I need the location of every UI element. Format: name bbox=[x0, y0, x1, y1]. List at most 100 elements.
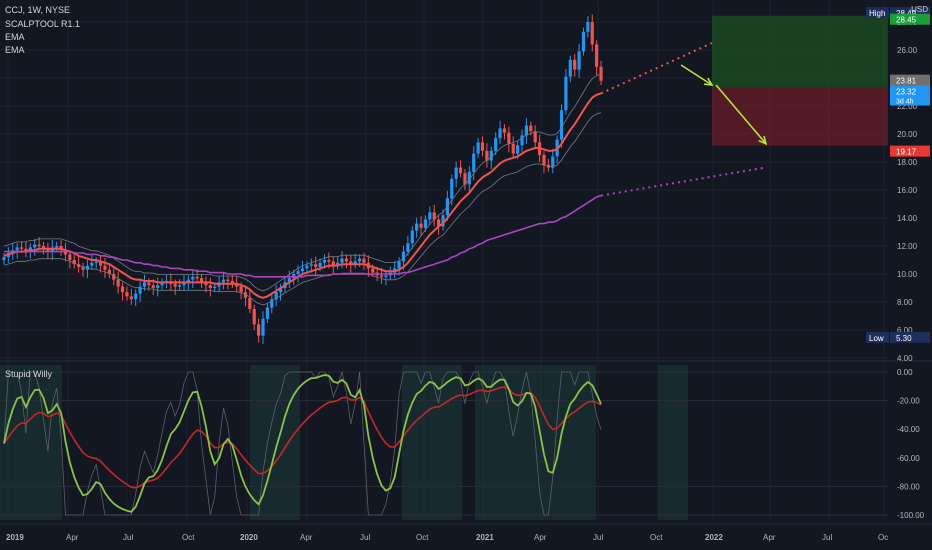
candles[interactable] bbox=[2, 14, 603, 344]
indicator-ema-2[interactable]: EMA bbox=[5, 45, 25, 55]
candle-body bbox=[72, 260, 76, 265]
time-tick: Apr bbox=[763, 533, 776, 542]
shaded-region bbox=[658, 365, 688, 520]
candle-body bbox=[401, 251, 406, 262]
candle-body bbox=[516, 145, 520, 154]
candle-body bbox=[489, 150, 493, 161]
candle-body bbox=[173, 283, 177, 287]
time-axis[interactable]: 2019 Apr Jul Oct 2020 Apr Jul Oct 2021 Apr Jul Oct 2… bbox=[0, 523, 932, 542]
candle-body bbox=[182, 282, 186, 286]
candle-body bbox=[226, 279, 230, 282]
time-tick: Jul bbox=[593, 533, 603, 542]
candle-body bbox=[24, 248, 28, 252]
stupid-willy-pane[interactable] bbox=[0, 365, 888, 520]
candle-body bbox=[199, 278, 204, 283]
osc-tick: 0.00 bbox=[897, 368, 913, 377]
candle-body bbox=[590, 22, 594, 45]
candle-body bbox=[160, 282, 164, 286]
candle-body bbox=[274, 292, 278, 300]
candle-body bbox=[559, 110, 564, 140]
price-axis[interactable]: 28.0026.0022.0020.0018.0016.0014.0012.00… bbox=[866, 7, 930, 363]
candle-body bbox=[116, 279, 120, 287]
candle-body bbox=[458, 167, 463, 174]
candle-body bbox=[349, 261, 353, 265]
time-tick: Oct bbox=[650, 533, 663, 542]
osc-tick: -100.00 bbox=[897, 511, 925, 520]
candle-body bbox=[213, 286, 217, 289]
candle-body bbox=[2, 257, 6, 260]
stupid-willy-title[interactable]: Stupid Willy bbox=[5, 369, 53, 379]
candle-body bbox=[120, 286, 125, 293]
time-tick: Oc bbox=[878, 533, 888, 542]
time-tick: 2022 bbox=[705, 533, 723, 542]
trade-zones bbox=[712, 15, 888, 146]
price-label-tag-bg bbox=[866, 7, 889, 19]
candle-body bbox=[318, 262, 322, 267]
candle-body bbox=[441, 215, 445, 227]
candle-body bbox=[480, 142, 485, 151]
candle-body bbox=[68, 254, 72, 260]
candle-body bbox=[287, 278, 291, 283]
oscillator-axis[interactable]: 0.00 -20.00 -40.00 -60.00 -80.00 -100.00 bbox=[897, 368, 925, 520]
arrow-2 bbox=[715, 84, 767, 145]
williams-fast-line bbox=[3, 374, 602, 513]
candle-body bbox=[305, 265, 309, 269]
ema-fast-line bbox=[3, 92, 602, 299]
price-tick: 20.00 bbox=[897, 130, 918, 139]
arrow-2-head bbox=[758, 135, 768, 146]
candle-body bbox=[55, 246, 59, 248]
candle-body bbox=[37, 244, 41, 247]
time-tick: Oct bbox=[416, 533, 429, 542]
time-tick: Jul bbox=[360, 533, 370, 542]
price-label: 28.49 bbox=[896, 9, 917, 18]
candle-body bbox=[208, 285, 212, 288]
shaded-region bbox=[0, 365, 62, 520]
price-label-bg bbox=[890, 74, 930, 86]
candle-body bbox=[529, 125, 533, 132]
candle-body bbox=[406, 243, 410, 252]
candle-body bbox=[309, 264, 313, 266]
candle-body bbox=[94, 261, 98, 263]
price-label-countdown: 3d 4h bbox=[896, 99, 914, 106]
candle-body bbox=[261, 318, 265, 336]
price-label-bg bbox=[890, 7, 930, 19]
candle-body bbox=[454, 167, 458, 179]
candle-body bbox=[428, 212, 432, 220]
candle-body bbox=[151, 285, 155, 288]
candle-body bbox=[498, 128, 502, 139]
ema-band-upper bbox=[3, 73, 602, 292]
target-zone bbox=[712, 15, 888, 88]
price-tick: 22.00 bbox=[897, 102, 918, 111]
candle-body bbox=[520, 135, 524, 146]
candle-body bbox=[336, 262, 340, 266]
candle-body bbox=[371, 268, 375, 273]
price-label: 28.45 bbox=[896, 16, 917, 25]
candle-body bbox=[551, 156, 555, 168]
indicator-scalptool[interactable]: SCALPTOOL R1.1 bbox=[5, 19, 81, 29]
candle-body bbox=[235, 283, 239, 287]
price-tick: 14.00 bbox=[897, 214, 918, 223]
stop-zone bbox=[712, 87, 888, 146]
candle-body bbox=[19, 247, 24, 249]
candle-body bbox=[397, 261, 401, 269]
indicator-ema-1[interactable]: EMA bbox=[5, 32, 25, 42]
time-tick: Jul bbox=[123, 533, 133, 542]
price-label-bg bbox=[890, 85, 930, 106]
price-label-tag: Low bbox=[869, 334, 884, 343]
candle-body bbox=[243, 292, 248, 298]
shaded-region bbox=[402, 365, 462, 520]
candle-body bbox=[542, 155, 546, 165]
time-tick: Apr bbox=[300, 533, 313, 542]
candle-body bbox=[41, 246, 46, 249]
candle-body bbox=[450, 178, 454, 199]
candle-body bbox=[511, 143, 515, 154]
time-tick: Apr bbox=[534, 533, 547, 542]
candle-body bbox=[147, 282, 151, 286]
symbol-title[interactable]: CCJ, 1W, NYSE bbox=[5, 5, 71, 15]
candle-body bbox=[586, 22, 590, 32]
candle-body bbox=[327, 260, 331, 262]
candle-body bbox=[419, 223, 423, 228]
williams-slow-line bbox=[3, 386, 602, 489]
candle-body bbox=[257, 324, 261, 336]
